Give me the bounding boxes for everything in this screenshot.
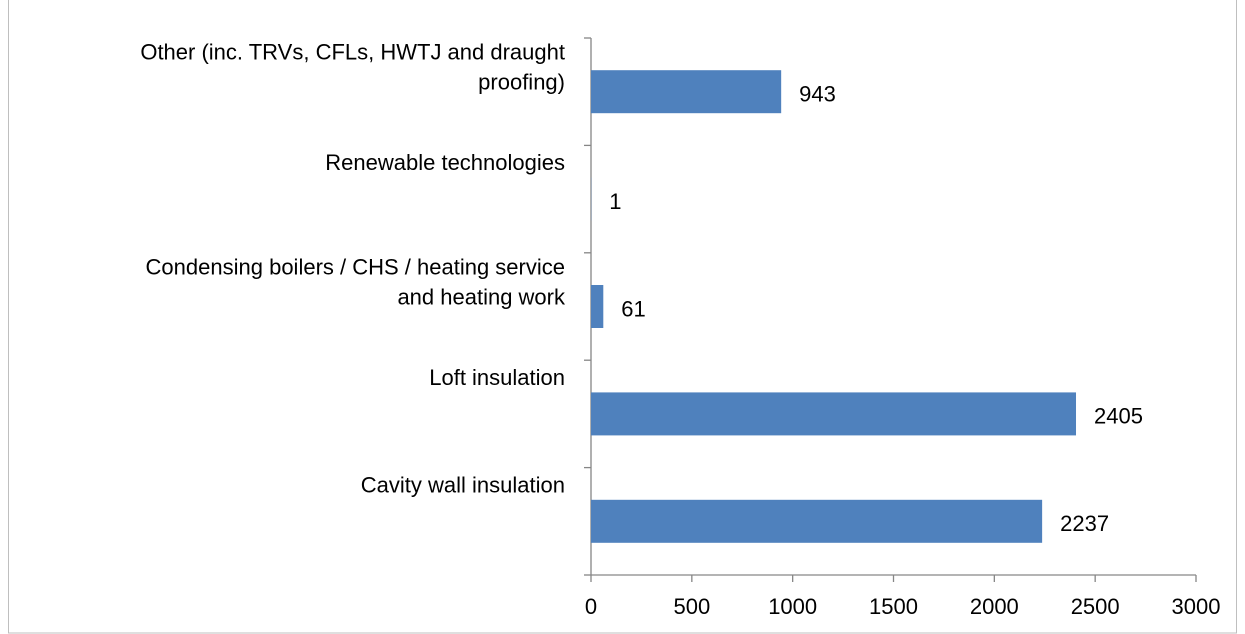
value-label: 2237 <box>1060 511 1109 536</box>
x-tick-label: 500 <box>673 594 710 619</box>
label-line: proofing) <box>478 70 565 95</box>
label-line: Renewable technologies <box>325 150 565 175</box>
label-line: Condensing boilers / CHS / heating servi… <box>146 254 565 279</box>
bar <box>591 499 1043 543</box>
bar <box>591 285 604 328</box>
y-tick-label: Condensing boilers / CHS / heating servi… <box>146 254 566 309</box>
bar <box>591 392 1077 436</box>
x-tick-label: 2500 <box>1071 594 1120 619</box>
x-tick-label: 1500 <box>869 594 918 619</box>
label-line: Other (inc. TRVs, CFLs, HWTJ and draught <box>140 40 565 65</box>
value-label: 943 <box>799 82 836 107</box>
label-line: and heating work <box>397 284 566 309</box>
x-tick-label: 1000 <box>768 594 817 619</box>
label-line: Loft insulation <box>429 365 565 390</box>
x-tick-label: 0 <box>585 594 597 619</box>
value-label: 61 <box>621 296 645 321</box>
label-line: Cavity wall insulation <box>361 472 565 497</box>
bar <box>591 70 782 114</box>
y-tick-label: Renewable technologies <box>325 150 565 175</box>
value-label: 2405 <box>1094 404 1143 429</box>
y-tick-label: Cavity wall insulation <box>361 472 565 497</box>
chart-border <box>8 0 1237 634</box>
y-tick-label: Loft insulation <box>429 365 565 390</box>
value-label: 1 <box>609 189 621 214</box>
y-tick-label: Other (inc. TRVs, CFLs, HWTJ and draught… <box>140 40 565 95</box>
x-tick-label: 3000 <box>1172 594 1221 619</box>
x-tick-label: 2000 <box>970 594 1019 619</box>
